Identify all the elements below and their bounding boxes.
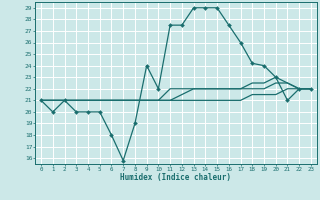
X-axis label: Humidex (Indice chaleur): Humidex (Indice chaleur) — [121, 173, 231, 182]
